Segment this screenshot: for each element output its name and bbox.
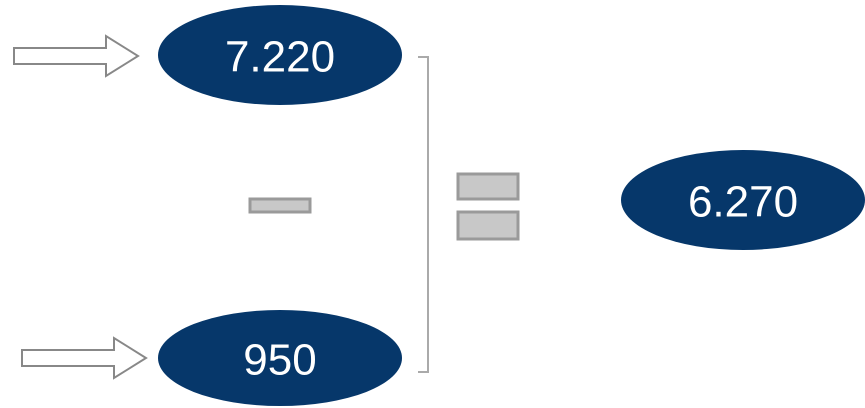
node: [621, 150, 865, 250]
arrow: [13, 34, 140, 78]
node-label: 950: [243, 336, 316, 385]
node-label: 6.270: [688, 178, 798, 227]
minus-sign: [248, 197, 312, 214]
equals-bar: [456, 172, 520, 201]
node-label: 7.220: [225, 33, 335, 82]
equals-bar: [456, 210, 520, 241]
bracket: [418, 56, 429, 373]
node: [158, 310, 402, 406]
node: [158, 5, 402, 105]
arrow: [21, 336, 148, 380]
